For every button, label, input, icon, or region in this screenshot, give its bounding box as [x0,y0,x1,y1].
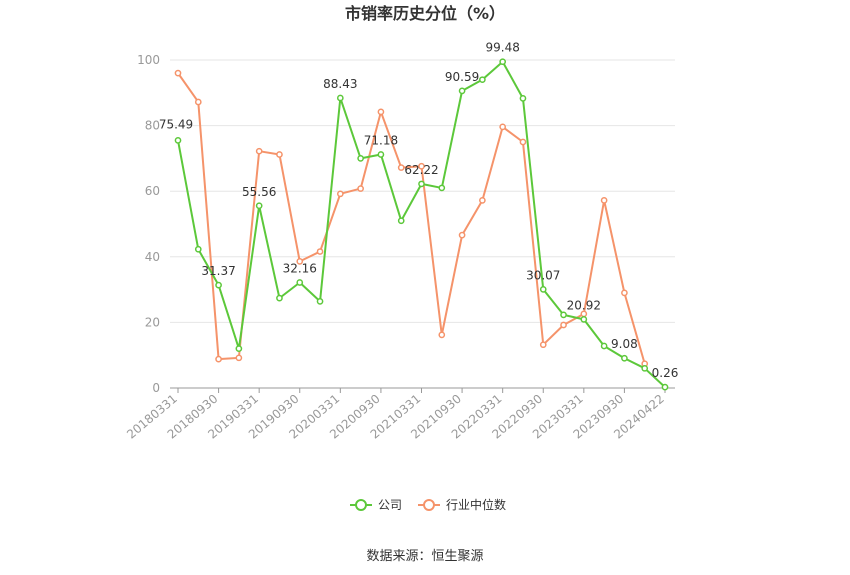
data-label: 31.37 [201,264,235,278]
data-point-company[interactable] [255,202,263,210]
legend-label: 公司 [378,498,402,512]
data-point-industry-median[interactable] [194,98,202,106]
data-point-industry-median[interactable] [255,147,263,155]
data-point-company[interactable] [377,151,385,158]
data-point-industry-median[interactable] [215,355,222,363]
data-point-industry-median[interactable] [296,258,304,265]
data-point-industry-median[interactable] [560,321,567,329]
data-point-company[interactable] [458,87,466,95]
data-point-company[interactable] [215,281,222,289]
data-point-company[interactable] [600,342,608,350]
legend-label: 行业中位数 [446,497,506,512]
data-label: 62.22 [404,163,438,177]
data-point-company[interactable] [296,279,304,286]
data-label: 88.43 [323,77,357,91]
data-point-company[interactable] [235,345,243,352]
data-labels: 75.49 31.37 55.56 32.16 88.43 71.18 62.22 90.59… [159,41,679,380]
data-point-industry-median[interactable] [174,69,182,77]
legend[interactable]: 公司 行业中位数 [350,497,506,512]
data-point-industry-median[interactable] [235,354,243,362]
data-point-company[interactable] [418,180,425,188]
data-point-company[interactable] [499,58,507,66]
legend-item-industry-median[interactable]: 行业中位数 [418,497,506,512]
data-point-company[interactable] [438,184,446,192]
series-lines [174,58,669,391]
y-tick-label: 60 [145,184,160,198]
data-point-company[interactable] [174,137,182,144]
data-label: 75.49 [159,117,193,131]
data-label: 90.59 [445,70,479,84]
data-point-industry-median[interactable] [418,162,425,170]
y-tick-label: 80 [145,119,160,133]
data-point-industry-median[interactable] [539,341,547,349]
data-point-industry-median[interactable] [499,123,507,131]
legend-marker-icon [355,499,367,511]
data-point-industry-median[interactable] [458,231,466,239]
data-point-company[interactable] [276,294,283,302]
data-label: 0.26 [652,366,679,380]
data-point-industry-median[interactable] [316,248,324,255]
data-point-industry-median[interactable] [438,331,446,339]
data-point-company[interactable] [194,245,202,253]
data-point-company[interactable] [519,95,527,102]
data-point-company[interactable] [539,286,547,293]
chart-title: 市销率历史分位（%） [345,4,505,23]
data-point-industry-median[interactable] [600,197,608,204]
data-point-company[interactable] [316,298,324,305]
legend-item-company[interactable]: 公司 [350,498,402,512]
legend-marker-icon [423,499,435,511]
data-label: 71.18 [364,134,398,148]
y-tick-label: 40 [145,250,160,264]
data-point-company[interactable] [661,383,669,391]
data-label: 32.16 [283,262,317,276]
data-point-industry-median[interactable] [621,289,628,297]
data-point-company[interactable] [357,155,364,162]
data-point-industry-median[interactable] [276,151,283,158]
data-point-company[interactable] [336,94,344,102]
data-point-industry-median[interactable] [519,138,527,146]
data-point-company[interactable] [580,316,588,323]
data-point-industry-median[interactable] [377,108,385,116]
data-point-company[interactable] [397,217,405,225]
grid-lines [170,59,675,323]
data-point-company[interactable] [621,354,628,362]
y-tick-label: 100 [137,53,160,67]
source-note: 数据来源：恒生聚源 [366,549,483,564]
axes: 0204060801002018033120180930201903312019… [124,53,675,442]
data-point-industry-median[interactable] [357,185,364,192]
data-point-company[interactable] [560,311,567,319]
data-point-company[interactable] [641,364,649,372]
data-point-company[interactable] [479,76,486,84]
data-label: 20.92 [567,298,601,312]
data-label: 9.08 [611,337,638,351]
series-line-industry-median [177,72,646,365]
data-point-industry-median[interactable] [397,164,405,171]
data-label: 30.07 [526,268,560,282]
data-label: 55.56 [242,185,276,199]
data-point-industry-median[interactable] [336,190,344,198]
data-point-industry-median[interactable] [479,197,486,204]
y-tick-label: 20 [145,315,160,329]
y-tick-label: 0 [152,381,160,395]
data-label: 99.48 [485,41,519,55]
